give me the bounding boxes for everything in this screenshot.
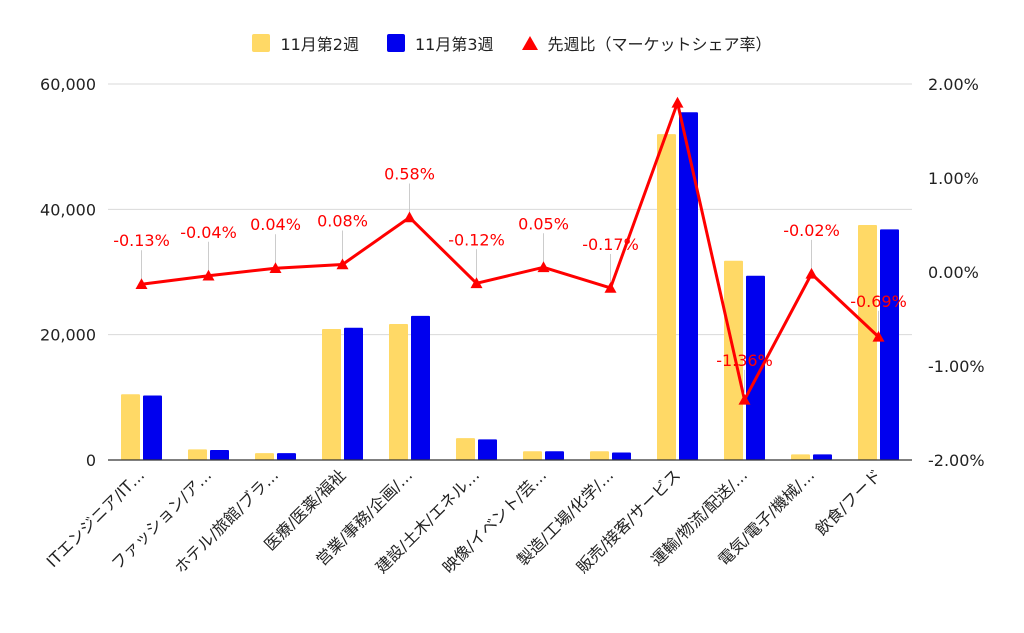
data-label: 0.04%	[250, 215, 301, 234]
bar-week3	[143, 395, 162, 460]
share-change-marker	[671, 96, 684, 108]
share-change-marker	[872, 330, 885, 342]
y-right-tick-label: -1.00%	[928, 357, 985, 376]
legend-item-week2: 11月第2週	[252, 31, 359, 55]
data-label: 0.05%	[518, 214, 569, 233]
bar-week2	[523, 451, 542, 460]
bar-week2	[255, 453, 274, 460]
y-right-tick-label: 0.00%	[928, 263, 979, 282]
data-label: -0.13%	[113, 231, 170, 250]
bar-week3	[612, 452, 631, 460]
legend-label-share-change: 先週比（マーケットシェア率）	[547, 35, 772, 54]
bar-week2	[322, 329, 341, 460]
bar-week2	[858, 225, 877, 460]
share-change-marker	[202, 269, 215, 281]
bar-week3	[277, 453, 296, 460]
share-change-marker	[336, 258, 349, 270]
bar-week2	[657, 134, 676, 460]
share-change-marker	[604, 281, 617, 293]
y-right-tick-label: 1.00%	[928, 169, 979, 188]
bar-week3	[746, 275, 765, 460]
x-tick-label: 飲食/フード	[812, 465, 886, 539]
share-change-marker	[135, 278, 148, 290]
data-label: -0.17%	[582, 235, 639, 254]
data-label: 0.08%	[317, 211, 368, 230]
legend-label-week2: 11月第2週	[280, 35, 359, 54]
share-change-marker	[470, 277, 483, 289]
legend-swatch-week2	[252, 34, 271, 52]
bar-week3	[210, 449, 229, 460]
bar-week2	[188, 449, 207, 460]
share-change-marker	[805, 267, 818, 279]
legend-item-week3: 11月第3週	[386, 31, 494, 55]
share-change-line	[141, 101, 880, 402]
share-change-marker	[269, 262, 282, 274]
bar-week2	[590, 451, 609, 460]
bar-week2	[724, 260, 743, 460]
y-left-tick-label: 0	[86, 451, 96, 470]
data-label: -0.69%	[850, 292, 907, 311]
bar-week3	[344, 327, 363, 460]
y-right-tick-label: 2.00%	[928, 75, 979, 94]
legend: 11月第2週 11月第3週 先週比（マーケットシェア率）	[0, 28, 1024, 58]
legend-swatch-week3	[386, 34, 405, 52]
data-label: 0.58%	[384, 164, 435, 183]
bar-week3	[545, 451, 564, 460]
bar-week3	[679, 112, 698, 460]
bar-week3	[880, 229, 899, 460]
bar-week2	[456, 438, 475, 460]
legend-triangle-icon	[521, 36, 538, 50]
bar-week3	[478, 439, 497, 460]
data-label: -0.04%	[180, 223, 237, 242]
share-change-marker	[403, 211, 416, 223]
legend-label-week3: 11月第3週	[414, 35, 494, 54]
y-right-tick-label: -2.00%	[928, 451, 985, 470]
legend-item-share-change: 先週比（マーケットシェア率）	[521, 31, 772, 55]
share-change-marker	[537, 261, 550, 273]
bar-week2	[121, 394, 140, 460]
y-left-tick-label: 60,000	[40, 75, 96, 94]
data-label: -0.02%	[783, 221, 840, 240]
y-left-tick-label: 40,000	[40, 200, 96, 219]
bar-week2	[389, 324, 408, 460]
data-label: -0.12%	[448, 230, 505, 249]
share-change-marker	[738, 393, 751, 405]
bar-week2	[791, 454, 810, 460]
y-left-tick-label: 20,000	[40, 326, 96, 345]
bar-week3	[411, 315, 430, 460]
data-label: -1.36%	[716, 351, 773, 370]
bar-week3	[813, 454, 832, 460]
